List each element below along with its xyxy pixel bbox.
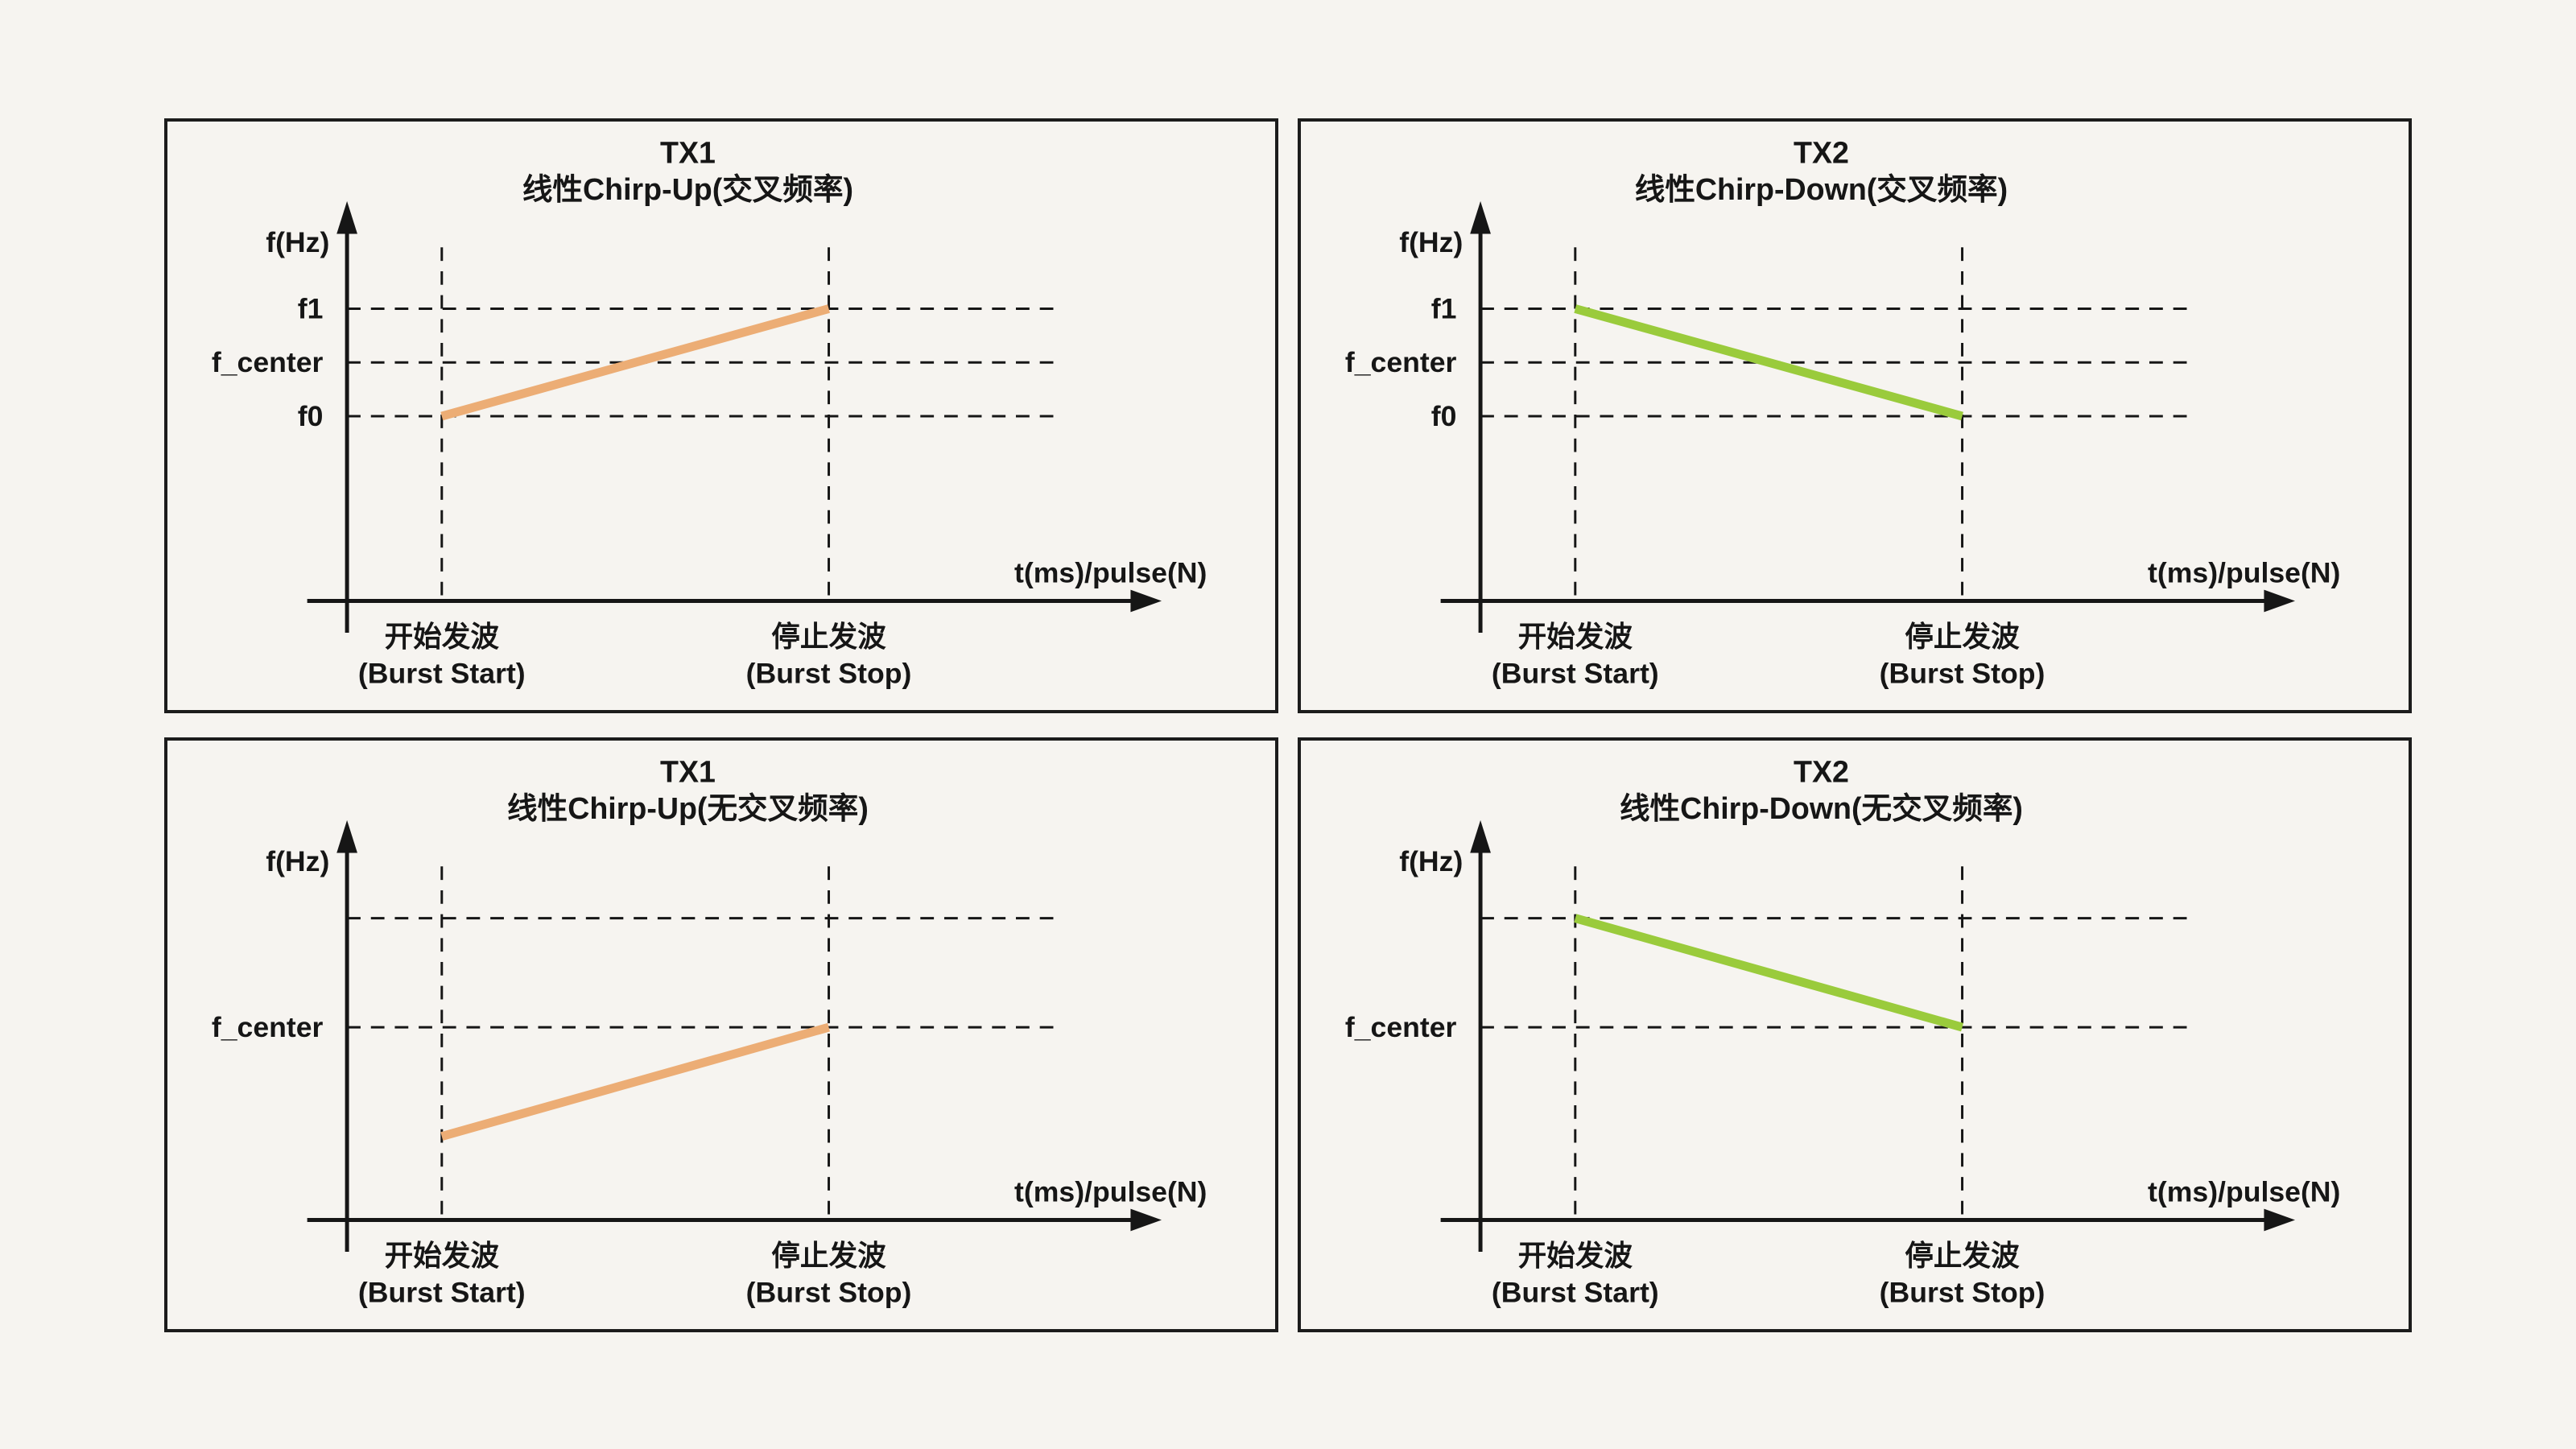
grid-layer: f1 f_center f0: [1345, 247, 2190, 601]
chart-title-transmitter: TX2: [1794, 754, 1849, 788]
x-tick-burst-stop-zh: 停止发波: [1905, 621, 2020, 653]
x-tick-burst-start-en: (Burst Start): [1492, 657, 1659, 689]
chart-title-description: 线性Chirp-Up(交叉频率): [522, 172, 853, 206]
x-axis-label: t(ms)/pulse(N): [2148, 557, 2340, 589]
freq-tick-label: f0: [1431, 400, 1457, 432]
freq-tick-label: f_center: [1345, 346, 1457, 378]
y-axis-label: f(Hz): [1399, 845, 1463, 877]
x-axis-arrowhead-icon: [1130, 589, 1162, 613]
freq-tick-label: f1: [1431, 292, 1457, 324]
x-tick-burst-stop-en: (Burst Stop): [746, 1276, 912, 1308]
chart-tx1-chirp-up-uncrossed: TX1 线性Chirp-Up(无交叉频率) f_center f(Hz) t(m…: [212, 754, 1208, 1308]
freq-tick-label: f0: [298, 400, 324, 432]
chart-title-description: 线性Chirp-Down(无交叉频率): [1620, 791, 2023, 825]
grid-layer: f1 f_center f0: [212, 247, 1056, 601]
x-tick-burst-stop-en: (Burst Stop): [746, 657, 912, 689]
x-tick-burst-start-en: (Burst Start): [358, 1276, 526, 1308]
y-axis-arrowhead-icon: [1470, 200, 1491, 234]
panel-tx2-chirp-down-crossed: TX2 线性Chirp-Down(交叉频率) f1 f_center f0 f(Hz…: [1298, 118, 2412, 713]
x-tick-burst-start-en: (Burst Start): [358, 657, 526, 689]
grid-layer: f_center: [1345, 866, 2190, 1220]
y-axis-label: f(Hz): [266, 845, 329, 877]
x-axis-label: t(ms)/pulse(N): [2148, 1176, 2340, 1208]
freq-tick-label: f_center: [212, 1011, 324, 1043]
x-tick-burst-start-en: (Burst Start): [1492, 1276, 1659, 1308]
panel-tx1-chirp-up-uncrossed: TX1 线性Chirp-Up(无交叉频率) f_center f(Hz) t(m…: [164, 737, 1278, 1332]
x-tick-burst-start-zh: 开始发波: [1518, 621, 1633, 653]
panel-tx2-chirp-down-uncrossed: TX2 线性Chirp-Down(无交叉频率) f_center f(Hz) t…: [1298, 737, 2412, 1332]
x-tick-burst-stop-zh: 停止发波: [771, 621, 886, 653]
x-axis-arrowhead-icon: [2264, 1208, 2296, 1232]
panel-tx1-chirp-up-crossed: TX1 线性Chirp-Up(交叉频率) f1 f_center f0 f(Hz) …: [164, 118, 1278, 713]
chart-title-description: 线性Chirp-Up(无交叉频率): [507, 791, 869, 825]
x-axis-label: t(ms)/pulse(N): [1014, 557, 1207, 589]
x-tick-burst-start-zh: 开始发波: [1518, 1240, 1633, 1272]
y-axis-arrowhead-icon: [336, 200, 357, 234]
x-tick-burst-stop-en: (Burst Stop): [1880, 1276, 2046, 1308]
freq-tick-label: f1: [298, 292, 324, 324]
x-axis-arrowhead-icon: [2264, 589, 2296, 613]
chart-tx2-chirp-down-crossed: TX2 线性Chirp-Down(交叉频率) f1 f_center f0 f(Hz…: [1345, 135, 2341, 689]
freq-tick-label: f_center: [1345, 1011, 1457, 1043]
chart-tx2-chirp-down-uncrossed: TX2 线性Chirp-Down(无交叉频率) f_center f(Hz) t…: [1345, 754, 2341, 1308]
x-tick-burst-stop-en: (Burst Stop): [1880, 657, 2046, 689]
y-axis-arrowhead-icon: [1470, 819, 1491, 853]
chirp-line: [440, 1022, 831, 1141]
x-tick-burst-stop-zh: 停止发波: [771, 1240, 886, 1272]
y-axis-label: f(Hz): [266, 226, 329, 258]
chart-title-transmitter: TX1: [660, 754, 716, 788]
y-axis-arrowhead-icon: [336, 819, 357, 853]
chart-title-transmitter: TX1: [660, 135, 716, 169]
chirp-line: [440, 304, 830, 421]
grid-layer: f_center: [212, 866, 1056, 1220]
chart-title-description: 线性Chirp-Down(交叉频率): [1635, 172, 2008, 206]
x-tick-burst-stop-zh: 停止发波: [1905, 1240, 2020, 1272]
x-axis-label: t(ms)/pulse(N): [1014, 1176, 1207, 1208]
y-axis-label: f(Hz): [1399, 226, 1463, 258]
chart-title-transmitter: TX2: [1794, 135, 1849, 169]
x-tick-burst-start-zh: 开始发波: [385, 1240, 500, 1272]
chirp-line: [1574, 304, 1963, 421]
x-tick-burst-start-zh: 开始发波: [385, 621, 500, 653]
chirp-line: [1574, 914, 1964, 1032]
freq-tick-label: f_center: [212, 346, 324, 378]
x-axis-arrowhead-icon: [1130, 1208, 1162, 1232]
